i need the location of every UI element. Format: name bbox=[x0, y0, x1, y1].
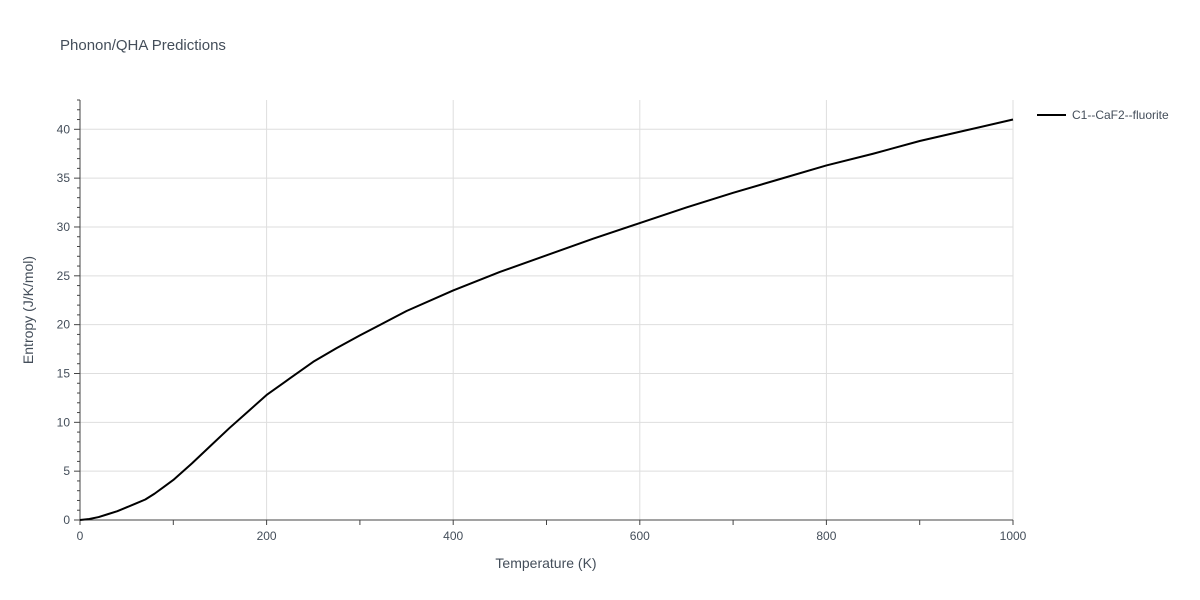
series-layer bbox=[79, 118, 1014, 521]
x-tick-label: 0 bbox=[77, 529, 84, 543]
legend[interactable]: C1--CaF2--fluorite bbox=[1037, 108, 1169, 122]
y-tick-label: 25 bbox=[57, 269, 71, 283]
x-tick-label: 600 bbox=[630, 529, 650, 543]
x-tick-label: 400 bbox=[443, 529, 463, 543]
grid-lines bbox=[80, 100, 1014, 520]
x-tick-label: 800 bbox=[816, 529, 836, 543]
y-axis-title: Entropy (J/K/mol) bbox=[20, 256, 36, 364]
axes: 0 200 400 600 800 1000 0 5 10 15 20 25 30 35 40 bbox=[57, 99, 1027, 543]
x-axis-title: Temperature (K) bbox=[495, 555, 596, 571]
y-tick-label: 0 bbox=[63, 513, 70, 527]
y-tick-label: 30 bbox=[57, 220, 71, 234]
y-tick-label: 35 bbox=[57, 171, 71, 185]
y-tick-label: 5 bbox=[63, 464, 70, 478]
legend-label: C1--CaF2--fluorite bbox=[1072, 108, 1169, 122]
y-tick-label: 20 bbox=[57, 318, 71, 332]
chart-title: Phonon/QHA Predictions bbox=[60, 37, 226, 54]
x-tick-label: 1000 bbox=[1000, 529, 1027, 543]
series-line-0[interactable] bbox=[79, 118, 1014, 521]
y-tick-label: 15 bbox=[57, 366, 71, 380]
x-tick-label: 200 bbox=[257, 529, 277, 543]
y-tick-label: 40 bbox=[57, 122, 71, 136]
y-tick-label: 10 bbox=[57, 415, 71, 429]
